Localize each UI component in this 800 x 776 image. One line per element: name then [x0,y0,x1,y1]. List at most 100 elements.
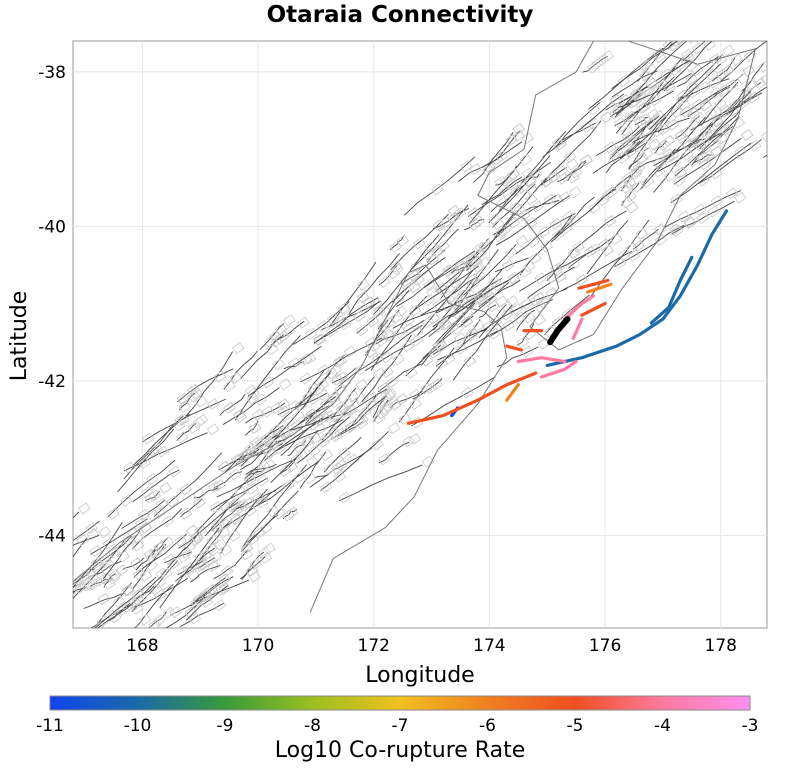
fault-dip-box [195,395,208,408]
fault-dip-box [713,41,726,42]
fault-trace [582,55,608,73]
fault-dip-box [628,95,642,108]
chart-title: Otaraia Connectivity [266,2,534,28]
fault-dip-box [652,125,665,138]
fault-dip-box [709,86,723,99]
fault-dip-box [389,260,403,273]
fault-trace [432,280,508,328]
fault-trace [495,195,570,246]
fault-dip-box [356,413,369,426]
fault-dip-box [549,217,563,230]
fault-dip-box [718,16,729,27]
fault-dip-box [540,175,554,188]
fault-dip-box [627,249,641,262]
fault-dip-box [92,621,106,628]
fault-dip-box [56,546,67,557]
fault-dip-box [474,241,487,254]
fault-trace [193,487,219,499]
fault-dip-box [679,137,693,150]
fault-dip-box [338,491,352,504]
fault-dip-box [647,108,660,121]
fault-trace [390,213,449,271]
fault-dip-box [366,391,379,404]
fault-dip-box [76,534,90,547]
fault-dip-box [228,529,241,542]
fault-dip-box [531,200,544,213]
fault-dip-box [208,481,221,494]
fault-dip-box [329,363,343,376]
fault-dip-box [505,178,519,191]
fault-dip-box [674,129,688,142]
fault-trace [194,470,259,535]
fault-dip-box [529,168,543,181]
fault-dip-box [334,355,348,368]
fault-dip-box [194,524,207,537]
fault-dip-box [381,365,394,378]
fault-dip-box [677,210,691,223]
fault-dip-box [551,136,565,149]
fault-dip-box [251,408,265,421]
fault-dip-box [468,218,481,231]
fault-dip-box [292,409,305,422]
fault-trace [488,299,554,338]
fault-dip-box [141,584,155,597]
fault-dip-box [47,549,58,560]
fault-dip-box [255,491,269,504]
fault-trace [107,459,176,518]
fault-trace [392,256,446,303]
fault-dip-box [424,241,438,254]
fault-dip-box [469,163,482,176]
fault-dip-box [583,245,597,258]
fault-dip-box [394,305,408,318]
fault-dip-box [487,276,501,289]
coastline [73,41,757,613]
fault-dip-box [491,279,505,292]
fault-dip-box [240,447,253,460]
fault-dip-box [489,315,502,328]
fault-dip-box [680,125,693,138]
fault-dip-box [173,419,186,432]
fault-dip-box [205,583,218,596]
colorbar-tick-label: -6 [479,716,496,736]
fault-dip-box [610,233,623,246]
fault-dip-box [522,311,536,324]
fault-dip-box [652,156,666,169]
fault-trace [309,447,373,488]
fault-trace [213,550,248,580]
connected-fault-trace [406,371,538,425]
fault-dip-box [229,512,243,525]
fault-trace [375,319,425,345]
fault-dip-box [587,117,600,130]
fault-dip-box [272,358,285,371]
fault-trace [320,431,389,491]
fault-dip-box [521,167,535,180]
fault-dip-box [179,483,193,496]
fault-dip-box [501,259,515,272]
fault-dip-box [623,145,637,158]
colorbar-tick-label: -9 [216,716,234,736]
fault-dip-box [439,216,452,229]
fault-dip-box [626,111,639,124]
fault-dip-box [505,133,518,146]
fault-dip-box [81,579,94,592]
fault-dip-box [194,550,207,563]
fault-dip-box [586,61,600,74]
fault-dip-box [325,325,339,338]
fault-dip-box [703,41,717,51]
fault-dip-box [188,390,201,403]
fault-dip-box [292,441,306,454]
fault-dip-box [206,534,219,547]
fault-dip-box [558,190,572,203]
fault-dip-box [657,138,671,151]
fault-dip-box [269,329,282,342]
fault-dip-box [176,413,190,426]
fault-dip-box [292,471,306,484]
colorbar-tick-label: -8 [304,716,321,736]
fault-dip-box [412,237,426,250]
fault-dip-box [643,74,656,87]
fault-dip-box [156,445,169,458]
fault-dip-box [453,207,467,220]
fault-trace [123,585,155,609]
fault-dip-box [790,134,800,145]
fault-dip-box [175,431,189,444]
